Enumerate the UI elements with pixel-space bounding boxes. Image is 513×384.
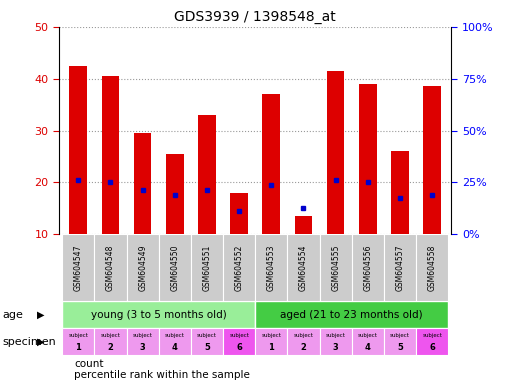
Text: 6: 6: [429, 343, 435, 352]
Bar: [294, 216, 312, 234]
Bar: [287, 234, 320, 301]
Text: ▶: ▶: [37, 337, 45, 347]
Bar: [416, 328, 448, 355]
Text: subject: subject: [68, 333, 88, 338]
Text: GSM604554: GSM604554: [299, 245, 308, 291]
Bar: [255, 328, 287, 355]
Text: 5: 5: [204, 343, 210, 352]
Bar: [166, 154, 184, 234]
Text: 4: 4: [172, 343, 177, 352]
Bar: [287, 328, 320, 355]
Bar: [94, 234, 127, 301]
Text: GSM604558: GSM604558: [428, 245, 437, 291]
Bar: [255, 234, 287, 301]
Text: GSM604555: GSM604555: [331, 245, 340, 291]
Text: subject: subject: [165, 333, 185, 338]
Text: specimen: specimen: [3, 337, 56, 347]
Text: GSM604548: GSM604548: [106, 245, 115, 291]
Text: subject: subject: [101, 333, 121, 338]
Bar: [102, 76, 120, 234]
Title: GDS3939 / 1398548_at: GDS3939 / 1398548_at: [174, 10, 336, 25]
Text: percentile rank within the sample: percentile rank within the sample: [74, 370, 250, 380]
Text: subject: subject: [422, 333, 442, 338]
Bar: [191, 234, 223, 301]
Bar: [223, 328, 255, 355]
Text: 3: 3: [333, 343, 339, 352]
Text: 1: 1: [268, 343, 274, 352]
Bar: [62, 234, 94, 301]
Bar: [159, 234, 191, 301]
Text: GSM604551: GSM604551: [203, 245, 211, 291]
Text: subject: subject: [133, 333, 152, 338]
Bar: [134, 133, 151, 234]
Text: count: count: [74, 359, 104, 369]
Text: GSM604557: GSM604557: [396, 245, 404, 291]
Bar: [359, 84, 377, 234]
Text: 6: 6: [236, 343, 242, 352]
Text: GSM604552: GSM604552: [234, 245, 244, 291]
Text: subject: subject: [390, 333, 410, 338]
Bar: [191, 328, 223, 355]
Text: subject: subject: [358, 333, 378, 338]
Text: 2: 2: [108, 343, 113, 352]
Bar: [127, 328, 159, 355]
Text: subject: subject: [293, 333, 313, 338]
Text: 4: 4: [365, 343, 371, 352]
Bar: [352, 234, 384, 301]
Text: GSM604549: GSM604549: [138, 245, 147, 291]
Bar: [423, 86, 441, 234]
Bar: [352, 328, 384, 355]
Text: 2: 2: [301, 343, 306, 352]
Text: 3: 3: [140, 343, 146, 352]
Text: age: age: [3, 310, 24, 320]
Text: young (3 to 5 months old): young (3 to 5 months old): [91, 310, 227, 320]
Text: 5: 5: [397, 343, 403, 352]
Text: ▶: ▶: [37, 310, 45, 320]
Text: 1: 1: [75, 343, 81, 352]
Bar: [230, 193, 248, 234]
Bar: [416, 234, 448, 301]
Bar: [384, 234, 416, 301]
Bar: [223, 234, 255, 301]
Bar: [94, 328, 127, 355]
Text: aged (21 to 23 months old): aged (21 to 23 months old): [281, 310, 423, 320]
Bar: [127, 234, 159, 301]
Text: GSM604550: GSM604550: [170, 245, 180, 291]
Text: subject: subject: [261, 333, 281, 338]
Bar: [69, 66, 87, 234]
Text: GSM604556: GSM604556: [363, 245, 372, 291]
Bar: [320, 328, 352, 355]
Bar: [159, 328, 191, 355]
Bar: [391, 151, 409, 234]
Text: subject: subject: [229, 333, 249, 338]
Bar: [198, 115, 216, 234]
Bar: [327, 71, 345, 234]
Bar: [62, 301, 255, 328]
Bar: [62, 328, 94, 355]
Bar: [255, 301, 448, 328]
Text: subject: subject: [326, 333, 346, 338]
Bar: [320, 234, 352, 301]
Bar: [263, 94, 280, 234]
Text: GSM604553: GSM604553: [267, 245, 276, 291]
Text: subject: subject: [197, 333, 217, 338]
Text: GSM604547: GSM604547: [74, 245, 83, 291]
Bar: [384, 328, 416, 355]
